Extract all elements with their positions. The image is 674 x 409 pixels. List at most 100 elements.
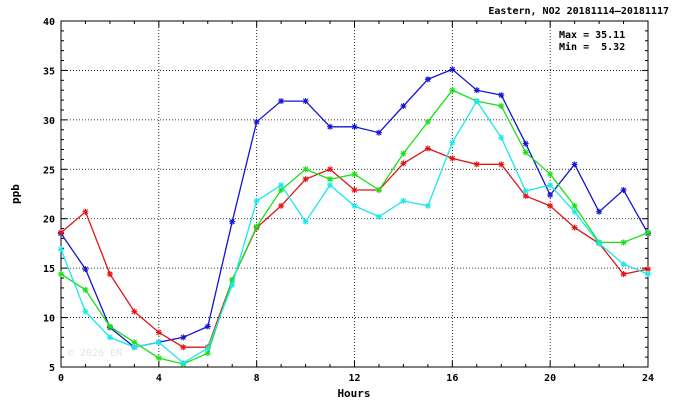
data-point (547, 202, 554, 209)
data-point (424, 202, 431, 209)
data-point (620, 239, 627, 246)
x-tick-label: 12 (348, 373, 360, 384)
data-point (327, 166, 334, 173)
series-3 (58, 87, 651, 368)
data-point (424, 145, 431, 152)
data-point (351, 123, 358, 130)
data-point (449, 66, 456, 73)
data-point (327, 182, 334, 189)
series-line (60, 89, 649, 365)
x-tick-label: 20 (544, 373, 556, 384)
data-point (327, 176, 334, 183)
y-tick-label: 25 (43, 165, 55, 176)
data-point (58, 271, 64, 278)
data-point (302, 166, 309, 173)
data-point (596, 240, 603, 247)
data-point (522, 188, 529, 195)
series-group (58, 66, 651, 368)
y-tick-label: 30 (43, 116, 55, 127)
data-point (645, 271, 651, 278)
y-tick-label: 10 (43, 314, 55, 325)
data-point (180, 360, 187, 367)
y-ticks: 5 10 15 20 25 30 35 40 (43, 17, 648, 374)
data-point (106, 334, 113, 341)
data-point (327, 123, 334, 130)
data-point (204, 323, 211, 330)
data-point (571, 224, 578, 231)
data-point (473, 161, 480, 168)
data-point (400, 150, 407, 157)
max-label: Max = 35.11 (559, 30, 625, 41)
data-point (278, 202, 285, 209)
data-point (375, 187, 382, 194)
data-point (82, 308, 89, 315)
data-point (400, 160, 407, 167)
data-point (547, 182, 554, 189)
data-point (82, 286, 89, 293)
data-point (106, 323, 113, 330)
data-point (375, 129, 382, 136)
data-point (131, 344, 138, 351)
data-point (571, 202, 578, 209)
data-point (547, 191, 554, 198)
data-point (645, 229, 651, 236)
data-point (522, 140, 529, 147)
data-point (375, 213, 382, 220)
data-point (155, 329, 162, 336)
data-point (253, 223, 260, 230)
data-point (620, 261, 627, 268)
data-point (58, 229, 64, 236)
data-point (229, 281, 236, 288)
data-point (302, 218, 309, 225)
data-point (620, 271, 627, 278)
data-point (180, 334, 187, 341)
y-tick-label: 40 (43, 17, 55, 28)
y-tick-label: 20 (43, 215, 55, 226)
data-point (473, 87, 480, 94)
data-point (424, 118, 431, 125)
data-point (351, 202, 358, 209)
watermark: © 2026 EN (68, 348, 122, 359)
chart-title: Eastern, NO2 20181114–20181117 (488, 6, 669, 17)
x-tick-label: 16 (446, 373, 458, 384)
data-point (596, 208, 603, 215)
data-point (498, 134, 505, 141)
data-point (278, 182, 285, 189)
series-4 (58, 98, 651, 367)
data-point (351, 187, 358, 194)
data-point (498, 92, 505, 99)
data-point (498, 161, 505, 168)
data-point (253, 118, 260, 125)
data-point (400, 103, 407, 110)
data-point (106, 271, 113, 278)
data-point (522, 149, 529, 156)
data-point (620, 187, 627, 194)
data-point (473, 98, 480, 105)
data-point (449, 139, 456, 146)
y-axis-label: ppb (9, 184, 22, 204)
data-point (204, 350, 211, 357)
data-point (351, 171, 358, 178)
data-point (131, 308, 138, 315)
min-label: Min = 5.32 (559, 41, 625, 53)
data-point (58, 246, 64, 253)
x-tick-label: 4 (156, 373, 162, 384)
data-point (82, 208, 89, 215)
x-tick-label: 24 (642, 373, 654, 384)
data-point (571, 208, 578, 215)
y-tick-label: 5 (49, 363, 55, 374)
data-point (547, 171, 554, 178)
data-point (229, 218, 236, 225)
data-point (204, 345, 211, 352)
data-point (302, 176, 309, 183)
x-axis-label: Hours (337, 387, 370, 400)
grid-lines (61, 21, 648, 367)
x-tick-label: 0 (58, 373, 64, 384)
data-point (571, 161, 578, 168)
data-point (180, 344, 187, 351)
data-point (424, 76, 431, 83)
x-ticks: 0 4 8 12 16 20 24 (58, 21, 654, 384)
data-point (400, 197, 407, 204)
data-point (498, 103, 505, 110)
